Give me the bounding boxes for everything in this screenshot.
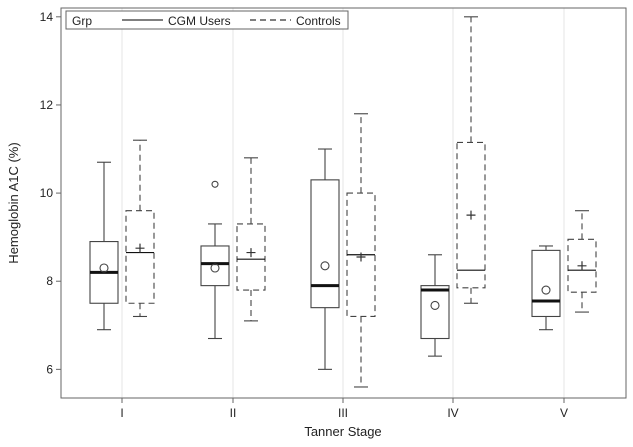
legend-label-controls: Controls <box>296 14 341 28</box>
box-body <box>456 141 486 289</box>
box-body <box>310 179 340 309</box>
outlier-point-0 <box>211 180 219 188</box>
mean-marker <box>210 263 220 273</box>
box-cgm-users-II <box>200 180 230 340</box>
legend-label-cgm-users: CGM Users <box>168 14 231 28</box>
mean-marker <box>356 252 366 262</box>
box-cgm-users-V <box>531 245 561 331</box>
box-controls-I <box>125 139 155 318</box>
boxes <box>89 16 597 388</box>
box-cgm-users-I <box>89 161 119 331</box>
legend: Grp CGM Users Controls <box>65 10 349 30</box>
mean-marker <box>541 285 551 295</box>
box-controls-II <box>236 157 266 322</box>
box-body <box>420 285 450 340</box>
mean-marker <box>466 210 476 220</box>
y-tick-label-14: 14 <box>40 10 54 24</box>
y-tick-label-8: 8 <box>46 274 53 288</box>
x-tick-label-I: I <box>120 406 123 420</box>
box-body <box>236 223 266 291</box>
box-body <box>531 249 561 318</box>
x-tick-label-III: III <box>338 406 348 420</box>
mean-marker <box>430 300 440 311</box>
box-controls-III <box>346 113 376 388</box>
box-body <box>125 210 155 304</box>
mean-marker <box>135 243 145 253</box>
box-cgm-users-IV <box>420 254 450 357</box>
x-tick-label-V: V <box>560 406 568 420</box>
mean-marker <box>99 263 109 273</box>
gridlines <box>121 8 565 398</box>
mean-marker <box>246 248 256 258</box>
box-body <box>200 245 230 287</box>
legend-frame <box>65 10 349 30</box>
x-tick-label-II: II <box>230 406 237 420</box>
mean-marker <box>320 261 330 271</box>
y-tick-label-10: 10 <box>40 186 54 200</box>
x-axis-title: Tanner Stage <box>304 424 381 439</box>
box-controls-V <box>567 210 597 313</box>
legend-group-label: Grp <box>72 14 92 28</box>
box-cgm-users-III <box>310 148 340 370</box>
y-tick-label-12: 12 <box>40 98 54 112</box>
box-controls-IV <box>456 16 486 304</box>
mean-marker <box>577 261 587 271</box>
y-axis-title: Hemoglobin A1C (%) <box>6 142 21 263</box>
box-body <box>567 238 597 293</box>
x-tick-label-IV: IV <box>447 406 458 420</box>
y-tick-label-6: 6 <box>46 362 53 376</box>
